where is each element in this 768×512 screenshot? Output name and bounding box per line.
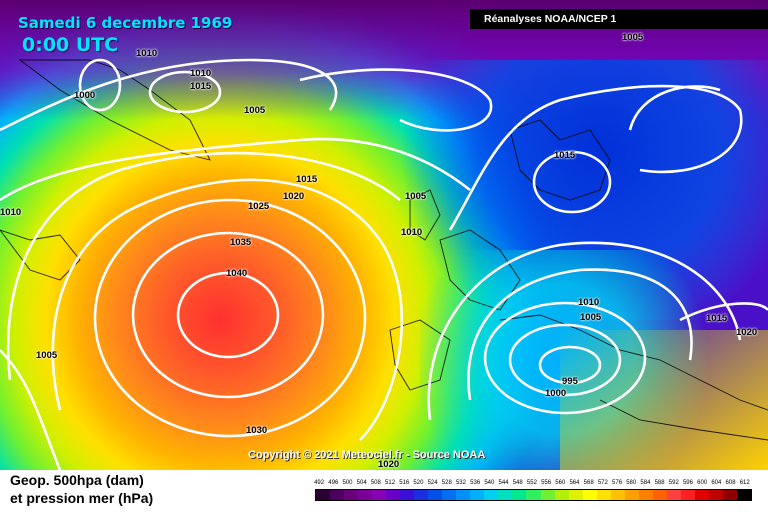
scale-value: 552: [526, 480, 537, 486]
isobar-label: 1020: [283, 191, 305, 202]
source-banner: Réanalyses NOAA/NCEP 1: [470, 9, 768, 29]
isobar-label: 1015: [190, 81, 212, 92]
legend-footer: Geop. 500hpa (dam) et pression mer (hPa)…: [0, 470, 768, 512]
scale-swatch: [526, 490, 541, 500]
isobar-label: 1040: [226, 268, 248, 279]
isobar-label: 1015: [296, 174, 318, 185]
scale-value: 572: [597, 480, 608, 486]
color-scale-labels: 492 496 500 504 508 512 516 520 524 528 532 536 540 5…: [312, 480, 752, 486]
scale-swatch: [708, 490, 723, 500]
scale-swatch: [344, 490, 359, 500]
scale-swatch: [372, 490, 387, 500]
isobar-label: 1020: [736, 327, 758, 338]
scale-swatch: [498, 490, 513, 500]
scale-swatch: [484, 490, 499, 500]
legend-title-line1: Geop. 500hpa (dam): [10, 472, 144, 488]
isobars: [0, 58, 768, 470]
scale-value: 608: [725, 480, 736, 486]
scale-value: 516: [399, 480, 410, 486]
weather-map: [0, 0, 768, 470]
scale-value: 508: [370, 480, 381, 486]
isobar-label: 1025: [248, 201, 270, 212]
isobar-label: 1005: [405, 191, 427, 202]
scale-swatch: [316, 490, 331, 500]
scale-swatch: [582, 490, 597, 500]
scale-value: 560: [555, 480, 566, 486]
isobar-label: 1005: [622, 32, 644, 43]
scale-value: 492: [314, 480, 325, 486]
isobar-label: 1015: [554, 150, 576, 161]
scale-value: 588: [654, 480, 665, 486]
scale-value: 596: [682, 480, 693, 486]
isobar-label: 1035: [230, 237, 252, 248]
scale-value: 540: [484, 480, 495, 486]
isobar-label: 1010: [0, 207, 22, 218]
scale-value: 568: [583, 480, 594, 486]
color-scale-bar: [315, 489, 752, 501]
scale-value: 500: [342, 480, 353, 486]
scale-value: 528: [441, 480, 452, 486]
scale-value: 496: [328, 480, 339, 486]
scale-value: 592: [668, 480, 679, 486]
scale-swatch: [638, 490, 653, 500]
scale-swatch: [330, 490, 345, 500]
scale-value: 584: [640, 480, 651, 486]
scale-value: 544: [498, 480, 509, 486]
scale-swatch: [554, 490, 569, 500]
isobar-label: 1005: [36, 350, 58, 361]
scale-value: 600: [697, 480, 708, 486]
isobar-label: 1010: [136, 48, 158, 59]
scale-value: 548: [512, 480, 523, 486]
legend-title-line2: et pression mer (hPa): [10, 490, 154, 506]
scale-swatch: [414, 490, 429, 500]
scale-swatch: [540, 490, 555, 500]
isobar-label: 1005: [244, 105, 266, 116]
scale-swatch: [568, 490, 583, 500]
scale-swatch: [512, 490, 527, 500]
copyright-text: Copyright © 2021 Meteociel.fr - Source N…: [248, 449, 486, 461]
scale-value: 504: [356, 480, 367, 486]
scale-value: 524: [427, 480, 438, 486]
isobar-label: 995: [562, 376, 578, 387]
scale-value: 520: [413, 480, 424, 486]
scale-swatch: [456, 490, 471, 500]
scale-value: 580: [626, 480, 637, 486]
isobar-label: 1010: [190, 68, 212, 79]
isobar-label: 1015: [706, 313, 728, 324]
scale-swatch: [386, 490, 401, 500]
scale-value: 532: [455, 480, 466, 486]
isobar-label: 1000: [545, 388, 567, 399]
isobar-label: 1010: [578, 297, 600, 308]
scale-swatch: [428, 490, 443, 500]
coastlines: [0, 59, 768, 441]
scale-swatch: [610, 490, 625, 500]
scale-swatch: [722, 490, 737, 500]
scale-swatch: [680, 490, 695, 500]
map-canvas: [0, 0, 768, 470]
scale-swatch: [736, 490, 751, 500]
scale-swatch: [358, 490, 373, 500]
map-date-title: Samedi 6 decembre 1969: [18, 14, 233, 32]
scale-value: 564: [569, 480, 580, 486]
isobar-label: 1010: [401, 227, 423, 238]
scale-swatch: [442, 490, 457, 500]
isobar-label: 1000: [74, 90, 96, 101]
scale-swatch: [624, 490, 639, 500]
scale-swatch: [400, 490, 415, 500]
scale-swatch: [652, 490, 667, 500]
scale-value: 612: [739, 480, 750, 486]
scale-value: 604: [711, 480, 722, 486]
isobar-label: 1020: [378, 459, 400, 470]
scale-swatch: [596, 490, 611, 500]
scale-swatch: [470, 490, 485, 500]
scale-swatch: [666, 490, 681, 500]
map-time: 0:00 UTC: [22, 34, 119, 56]
scale-value: 556: [541, 480, 552, 486]
scale-value: 512: [385, 480, 396, 486]
scale-value: 536: [470, 480, 481, 486]
isobar-label: 1005: [580, 312, 602, 323]
scale-value: 576: [612, 480, 623, 486]
scale-swatch: [694, 490, 709, 500]
isobar-label: 1030: [246, 425, 268, 436]
